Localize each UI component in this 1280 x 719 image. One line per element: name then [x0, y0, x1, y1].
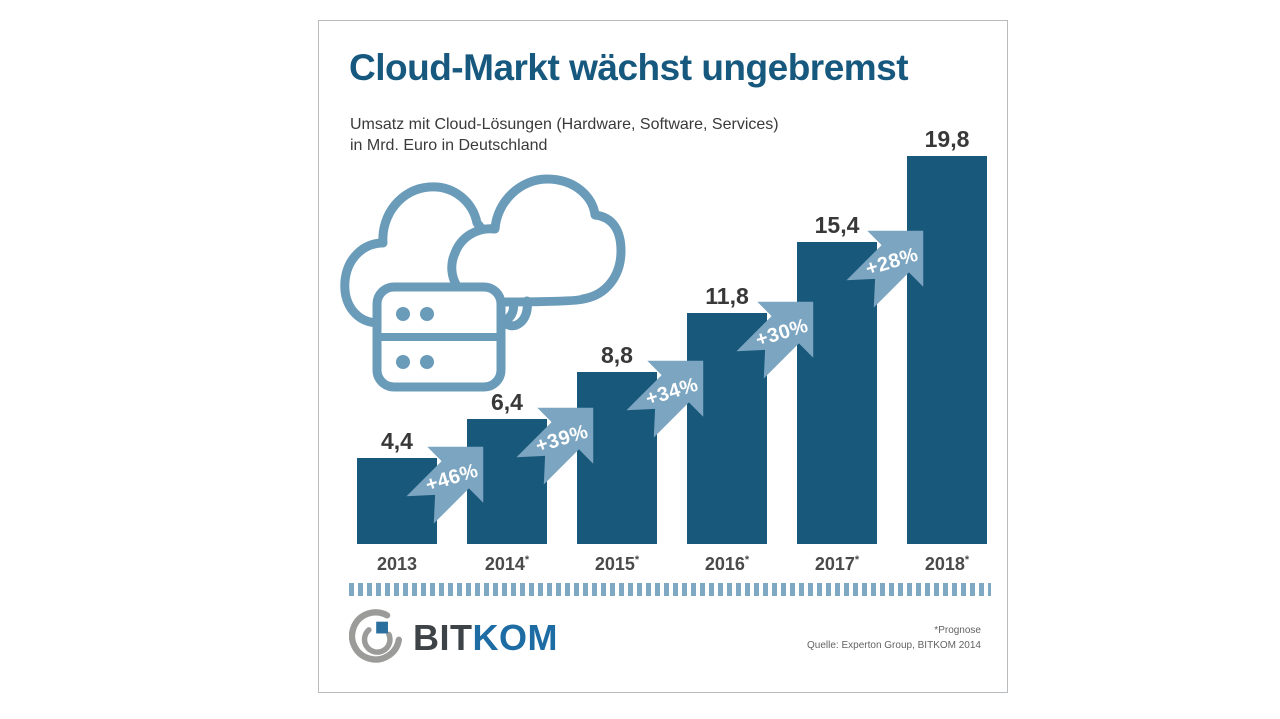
growth-arrow-icon [626, 360, 704, 438]
source-text: Quelle: Experton Group, BITKOM 2014 [807, 640, 981, 651]
source-block: *Prognose Quelle: Experton Group, BITKOM… [807, 623, 981, 653]
bar-value-label: 8,8 [601, 342, 633, 368]
bar-year-label: 2014* [484, 554, 530, 574]
growth-arrow [846, 216, 938, 308]
growth-arrow [626, 346, 718, 438]
big-cloud-shape [447, 174, 626, 307]
cloud-server-icon [340, 174, 626, 392]
bitkom-logo-text: BITKOM [413, 617, 558, 659]
chart-subtitle: Umsatz mit Cloud-Lösungen (Hardware, Sof… [350, 114, 779, 156]
forecast-asterisk: * [854, 554, 860, 566]
bar-year-label: 2018* [924, 554, 970, 574]
growth-arrow-icon [406, 446, 484, 524]
bar-year-label: 2013 [376, 554, 418, 574]
bar [687, 313, 767, 544]
server-leds [396, 307, 434, 369]
bar [357, 458, 437, 544]
subtitle-line-2: in Mrd. Euro in Deutschland [350, 137, 548, 154]
forecast-asterisk: * [634, 554, 640, 566]
bar-chart: 4,4 2013 6,4 2014* 8,8 2015* 11,8 2016* 15,4 2017… [319, 21, 1009, 694]
bar-value-label: 19,8 [924, 126, 970, 152]
bar-value-label: 15,4 [814, 212, 860, 238]
growth-arrow [516, 393, 608, 485]
infographic-card: Cloud-Markt wächst ungebremst Umsatz mit… [318, 20, 1008, 693]
growth-arrow-icon [846, 230, 924, 308]
footnote-text: *Prognose [934, 625, 981, 636]
subtitle-line-1: Umsatz mit Cloud-Lösungen (Hardware, Sof… [350, 116, 779, 133]
bar-value-label: 6,4 [491, 389, 523, 415]
bitkom-logo-icon [349, 609, 403, 663]
dotted-divider [349, 583, 991, 596]
growth-arrow-icon [516, 407, 594, 485]
growth-arrow [736, 287, 828, 379]
bar-year-label: 2015* [594, 554, 640, 574]
forecast-asterisk: * [524, 554, 530, 566]
bar [907, 156, 987, 544]
bar [797, 242, 877, 544]
bar-value-label: 11,8 [705, 283, 749, 309]
forecast-asterisk: * [744, 554, 750, 566]
bar-year-label: 2017* [814, 554, 860, 574]
bitkom-logo: BITKOM [349, 609, 558, 667]
forecast-asterisk: * [964, 554, 970, 566]
bar-year-label: 2016* [704, 554, 750, 574]
logo-text-kom: KOM [472, 617, 558, 658]
logo-text-bit: BIT [413, 617, 473, 658]
growth-arrow [406, 432, 498, 524]
growth-arrow-icon [736, 301, 814, 379]
bar-value-label: 4,4 [381, 428, 413, 454]
page-title: Cloud-Markt wächst ungebremst [349, 47, 909, 88]
